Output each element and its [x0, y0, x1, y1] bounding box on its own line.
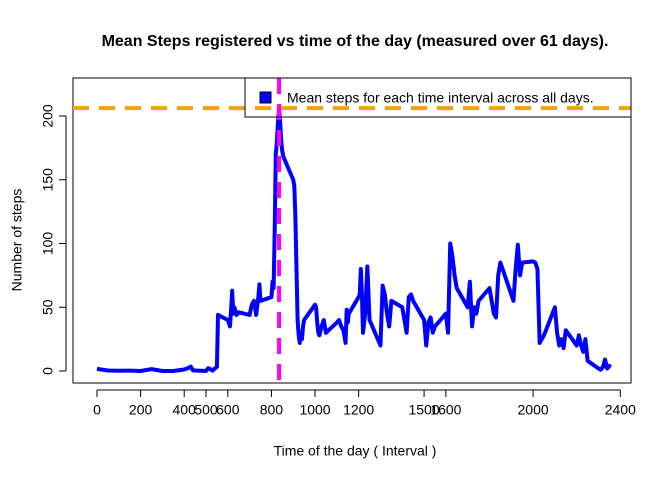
x-tick-label: 600 — [216, 402, 240, 418]
x-tick-label: 0 — [93, 402, 101, 418]
x-tick-label: 200 — [129, 402, 153, 418]
x-tick-label: 2400 — [605, 402, 636, 418]
chart-title: Mean Steps registered vs time of the day… — [102, 33, 609, 50]
y-tick-label: 50 — [40, 299, 56, 315]
legend-label: Mean steps for each time interval across… — [287, 90, 594, 106]
x-axis-label: Time of the day ( Interval ) — [274, 443, 437, 459]
x-tick-label: 500 — [194, 402, 218, 418]
y-tick-label: 100 — [40, 232, 56, 256]
x-tick-label: 400 — [173, 402, 197, 418]
x-tick-label: 2000 — [518, 402, 549, 418]
x-tick-label: 1600 — [430, 402, 461, 418]
x-tick-label: 800 — [260, 402, 284, 418]
y-axis-label: Number of steps — [9, 189, 25, 292]
plot-frame — [72, 77, 632, 384]
legend-swatch — [259, 91, 272, 104]
y-tick-label: 0 — [40, 367, 56, 375]
legend-box — [244, 77, 632, 118]
y-tick-label: 200 — [40, 104, 56, 128]
data-line — [96, 106, 613, 374]
x-tick-label: 1200 — [343, 402, 374, 418]
x-tick-label: 1500 — [408, 402, 439, 418]
y-tick-label: 150 — [40, 168, 56, 192]
x-tick-label: 1000 — [299, 402, 330, 418]
